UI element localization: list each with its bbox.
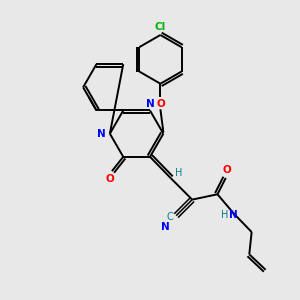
Text: Cl: Cl — [155, 22, 166, 32]
Text: O: O — [156, 99, 165, 109]
Text: H: H — [175, 168, 182, 178]
Text: C: C — [167, 212, 174, 222]
Text: N: N — [229, 210, 237, 220]
Text: N: N — [97, 129, 106, 139]
Text: O: O — [223, 165, 232, 175]
Text: H: H — [221, 210, 229, 220]
Text: N: N — [146, 99, 154, 109]
Text: N: N — [161, 222, 170, 232]
Text: O: O — [105, 174, 114, 184]
